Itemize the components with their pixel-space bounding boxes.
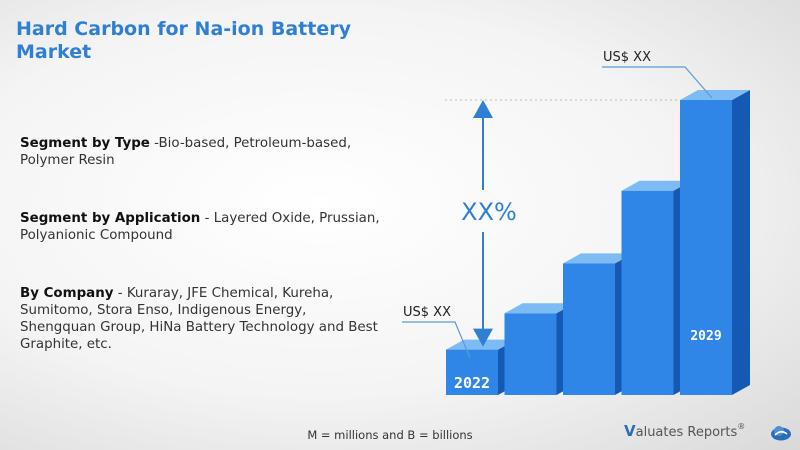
bar-top-face xyxy=(563,253,633,264)
start-value-callout: US$ XX xyxy=(402,305,471,359)
end-value-label: US$ XX xyxy=(603,50,651,65)
logo-v: V xyxy=(624,422,636,440)
bar-front-face xyxy=(621,190,674,395)
arrow-head-up xyxy=(473,100,493,118)
segment-application: Segment by Application - Layered Oxide, … xyxy=(20,210,380,244)
bar-side-face xyxy=(732,90,750,395)
logo-registered: ® xyxy=(737,422,746,431)
segment-type-label: Segment by Type xyxy=(20,136,150,151)
logo-text: aluates Reports xyxy=(635,425,738,440)
bar-top-face xyxy=(680,90,750,100)
end-leader-line xyxy=(602,66,713,99)
segment-type-text: -Bio-based, Petroleum-based, Polymer Res… xyxy=(20,136,352,168)
segment-type: Segment by Type -Bio-based, Petroleum-ba… xyxy=(20,135,380,169)
bar-front-face xyxy=(446,349,498,395)
segment-application-label: Segment by Application xyxy=(20,211,201,226)
bar-3 xyxy=(563,253,633,395)
start-leader-line xyxy=(402,321,471,359)
year-label-2022: 2022 xyxy=(454,374,490,392)
bar-front-face xyxy=(563,263,615,395)
logo-cloud-icon xyxy=(771,426,791,441)
segment-company: By Company - Kuraray, JFE Chemical, Kure… xyxy=(20,285,380,353)
year-label-2029: 2029 xyxy=(690,329,721,344)
segment-company-text: - Kuraray, JFE Chemical, Kureha, Sumitom… xyxy=(20,286,378,352)
bar-5 xyxy=(680,90,750,395)
bar-front-face xyxy=(680,100,732,395)
arrow-head-down xyxy=(473,328,493,347)
bar-top-face xyxy=(621,180,692,191)
segment-company-label: By Company xyxy=(20,286,114,301)
cagr-label: XX% xyxy=(461,198,517,226)
bar-front-face xyxy=(504,313,557,395)
cagr-arrow xyxy=(473,100,493,347)
page-title: Hard Carbon for Na-ion Battery Market xyxy=(16,18,351,63)
units-footnote: M = millions and B = billions xyxy=(307,428,473,442)
valuates-reports-logo: Valuates Reports® xyxy=(624,422,794,444)
bar-top-face xyxy=(504,303,575,314)
end-value-callout: US$ XX xyxy=(602,50,713,99)
start-value-label: US$ XX xyxy=(403,305,451,320)
segment-application-text: - Layered Oxide, Prussian, Polyanionic C… xyxy=(20,211,380,243)
bars-layer xyxy=(446,90,750,395)
